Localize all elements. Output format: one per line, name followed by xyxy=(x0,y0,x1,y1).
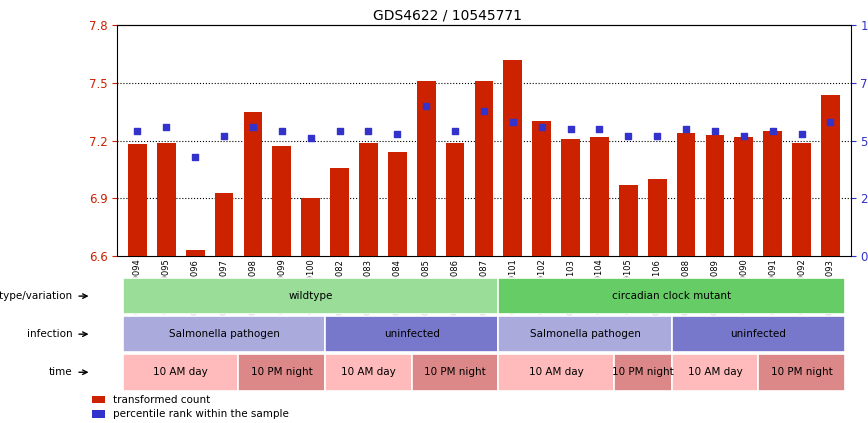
Text: 10 AM day: 10 AM day xyxy=(154,367,208,377)
Text: percentile rank within the sample: percentile rank within the sample xyxy=(113,409,289,419)
Bar xyxy=(388,152,407,256)
Text: 10 AM day: 10 AM day xyxy=(529,367,583,377)
Point xyxy=(130,128,144,135)
Point xyxy=(304,135,318,142)
Point xyxy=(621,133,635,140)
Bar xyxy=(498,316,672,352)
Text: infection: infection xyxy=(27,329,73,339)
Bar xyxy=(763,131,782,256)
Bar xyxy=(614,354,672,390)
Point xyxy=(506,119,520,126)
Point xyxy=(563,126,577,132)
Bar xyxy=(619,185,638,256)
Bar xyxy=(706,135,724,256)
Point xyxy=(766,128,779,135)
Point xyxy=(650,133,664,140)
Bar xyxy=(301,198,320,256)
Title: GDS4622 / 10545771: GDS4622 / 10545771 xyxy=(372,9,522,23)
Point xyxy=(361,128,375,135)
Point xyxy=(391,130,404,137)
Text: 10 AM day: 10 AM day xyxy=(687,367,742,377)
Text: 10 PM night: 10 PM night xyxy=(612,367,674,377)
Point xyxy=(708,128,722,135)
Point xyxy=(737,133,751,140)
Bar xyxy=(326,316,498,352)
Point xyxy=(246,124,260,130)
Text: 10 PM night: 10 PM night xyxy=(771,367,832,377)
Bar xyxy=(445,143,464,256)
Bar xyxy=(498,354,614,390)
Bar xyxy=(677,133,695,256)
Point xyxy=(477,107,491,114)
Text: wildtype: wildtype xyxy=(288,291,332,301)
Bar xyxy=(821,94,840,256)
Bar xyxy=(590,137,608,256)
Bar xyxy=(128,145,147,256)
Point xyxy=(679,126,693,132)
Point xyxy=(448,128,462,135)
Bar xyxy=(648,179,667,256)
Text: uninfected: uninfected xyxy=(384,329,440,339)
Text: transformed count: transformed count xyxy=(113,395,210,404)
Text: time: time xyxy=(49,367,73,377)
Bar xyxy=(92,396,105,404)
Bar xyxy=(411,354,498,390)
Point xyxy=(332,128,346,135)
Bar xyxy=(532,121,551,256)
Bar xyxy=(417,81,436,256)
Bar xyxy=(672,316,845,352)
Bar xyxy=(759,354,845,390)
Bar xyxy=(123,278,498,314)
Text: Salmonella pathogen: Salmonella pathogen xyxy=(168,329,279,339)
Point xyxy=(275,128,289,135)
Bar xyxy=(330,168,349,256)
Bar xyxy=(239,354,326,390)
Text: circadian clock mutant: circadian clock mutant xyxy=(612,291,731,301)
Point xyxy=(160,124,174,130)
Bar xyxy=(273,146,291,256)
Bar xyxy=(792,143,811,256)
Point xyxy=(188,154,202,160)
Bar xyxy=(475,81,493,256)
Bar xyxy=(498,278,845,314)
Text: uninfected: uninfected xyxy=(730,329,786,339)
Text: 10 AM day: 10 AM day xyxy=(341,367,396,377)
Point xyxy=(217,133,231,140)
Text: 10 PM night: 10 PM night xyxy=(424,367,486,377)
Point xyxy=(419,103,433,110)
Bar xyxy=(734,137,753,256)
Bar xyxy=(123,354,239,390)
Bar xyxy=(672,354,759,390)
Point xyxy=(794,130,808,137)
Bar xyxy=(186,250,205,256)
Text: 10 PM night: 10 PM night xyxy=(251,367,312,377)
Text: Salmonella pathogen: Salmonella pathogen xyxy=(529,329,641,339)
Point xyxy=(535,124,549,130)
Point xyxy=(593,126,607,132)
Bar xyxy=(92,410,105,418)
Bar xyxy=(359,143,378,256)
Bar xyxy=(503,60,523,256)
Bar xyxy=(561,139,580,256)
Point xyxy=(824,119,838,126)
Bar xyxy=(214,192,233,256)
Bar xyxy=(326,354,411,390)
Bar xyxy=(157,143,175,256)
Bar xyxy=(244,112,262,256)
Bar xyxy=(123,316,326,352)
Text: genotype/variation: genotype/variation xyxy=(0,291,73,301)
